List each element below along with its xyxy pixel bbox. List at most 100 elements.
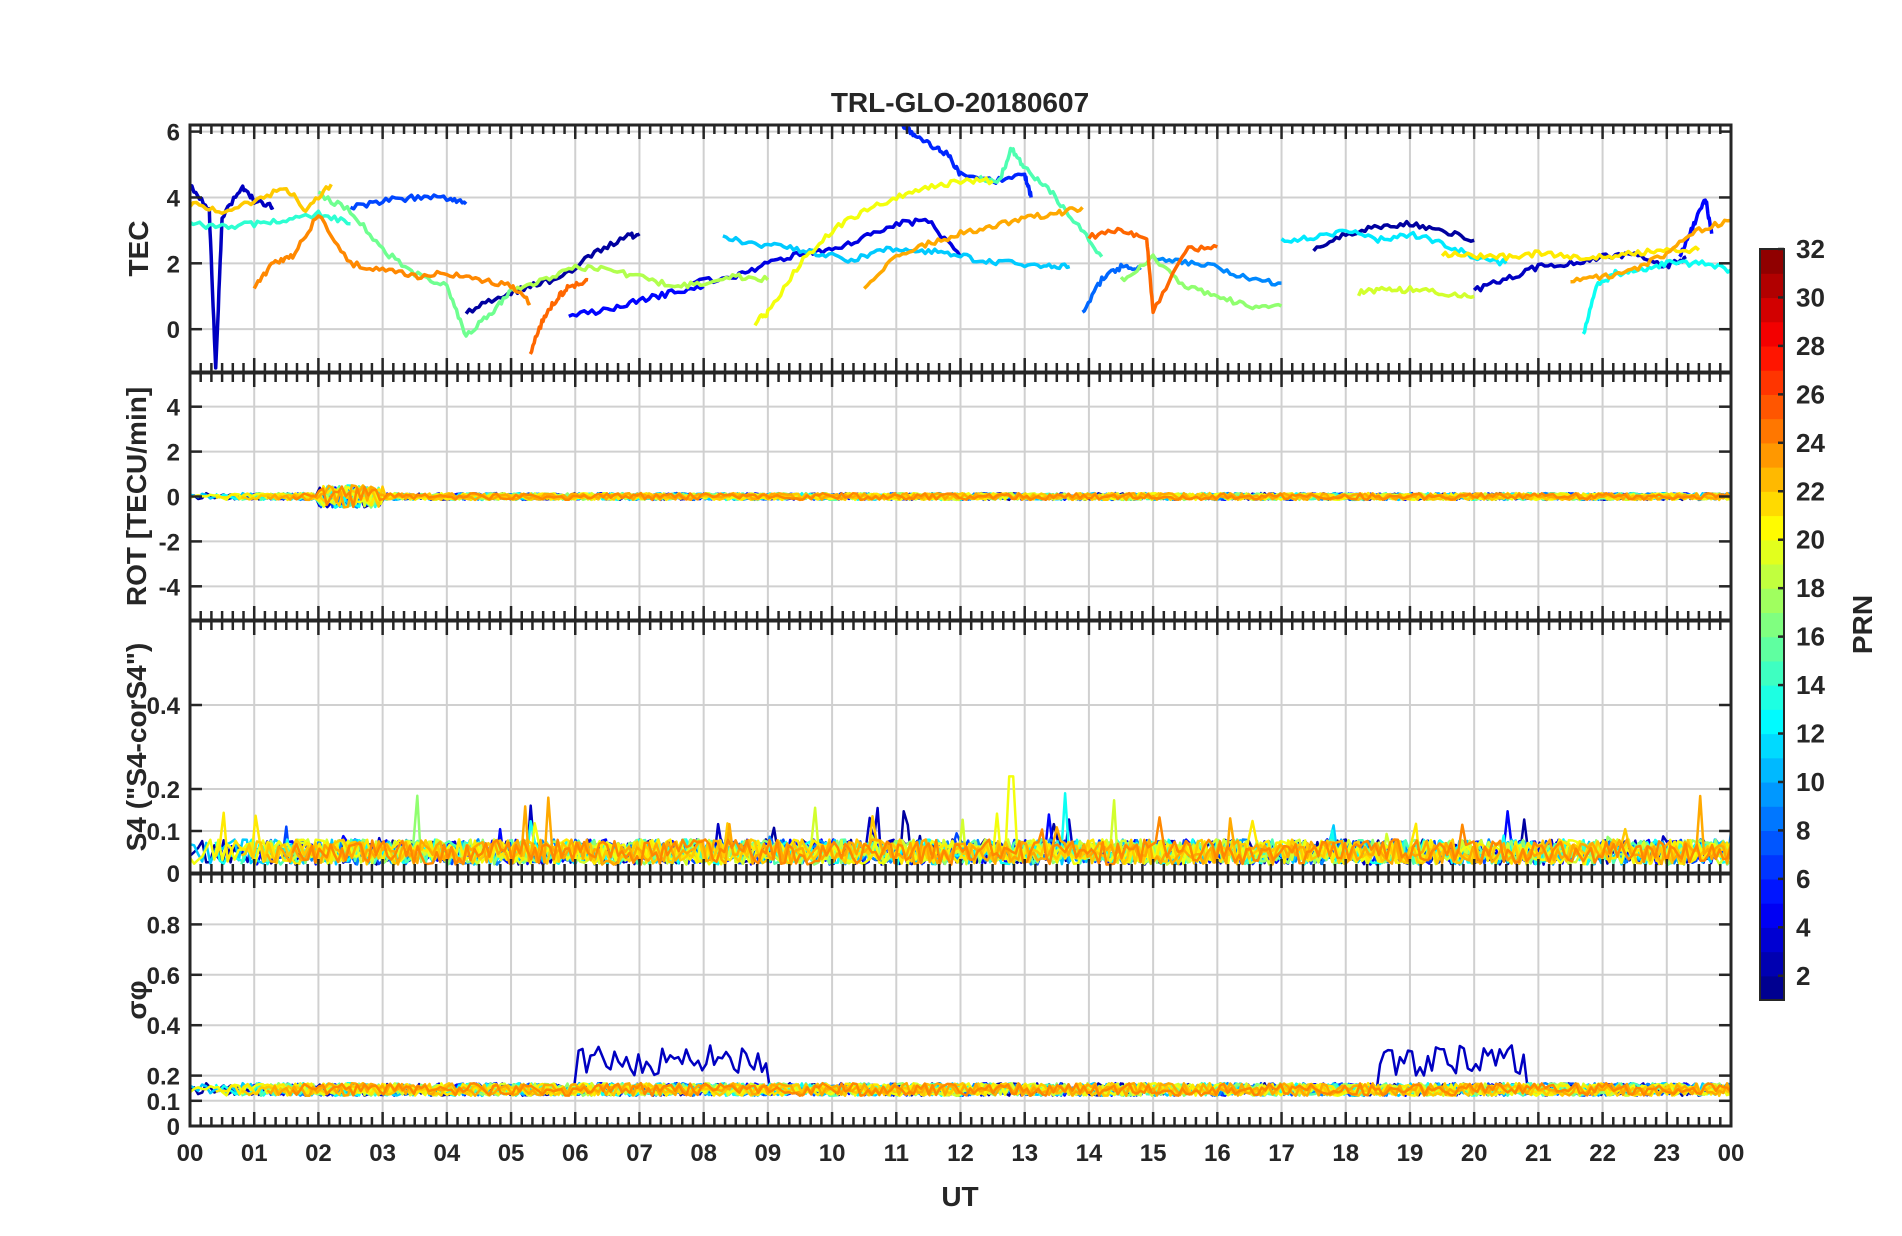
- x-tick-label: 07: [626, 1140, 653, 1167]
- tec-series: [188, 124, 1732, 370]
- sig-y-tick-label: 0.4: [147, 1013, 181, 1040]
- colorbar-tick-label: 12: [1796, 719, 1825, 749]
- x-tick-label: 01: [241, 1140, 268, 1167]
- colorbar-swatch: [1760, 563, 1784, 589]
- tec-y-tick-label: 2: [167, 251, 180, 278]
- colorbar-tick-label: 10: [1796, 767, 1825, 797]
- colorbar-tick-label: 30: [1796, 282, 1825, 312]
- rot-line-prn-24: [291, 485, 1732, 509]
- x-tick-label: 19: [1397, 1140, 1424, 1167]
- colorbar-swatch: [1760, 806, 1784, 832]
- tec-line-prn-23: [862, 206, 1084, 290]
- colorbar-swatch: [1760, 878, 1784, 904]
- sig-y-tick-label: 0.1: [147, 1089, 180, 1116]
- tec-line-prn-16: [317, 190, 513, 338]
- s4-y-tick-label: 0.4: [147, 693, 181, 720]
- x-tick-label: 23: [1653, 1140, 1680, 1167]
- s4-ylabel: S4 ("S4-corS4"): [121, 643, 152, 852]
- colorbar-swatch: [1760, 636, 1784, 662]
- rot-y-tick-label: 4: [167, 395, 181, 422]
- x-tick-label: 12: [947, 1140, 974, 1167]
- s4-y-tick-label: 0: [167, 861, 180, 888]
- colorbar-label: PRN: [1847, 595, 1878, 654]
- rot-y-tick-label: 2: [167, 440, 180, 467]
- tec-line-prn-25: [1087, 226, 1218, 315]
- x-tick-label: 10: [819, 1140, 846, 1167]
- colorbar-tick-label: 32: [1796, 234, 1825, 264]
- tec-line-prn-8: [1081, 262, 1142, 314]
- colorbar-tick-label: 8: [1796, 815, 1810, 845]
- rot-y-tick-label: 0: [167, 485, 180, 512]
- colorbar-swatch: [1760, 539, 1784, 565]
- tec-grid: [189, 125, 1732, 372]
- colorbar-swatch: [1760, 273, 1784, 299]
- x-tick-label: 03: [369, 1140, 396, 1167]
- x-tick-label: 13: [1011, 1140, 1038, 1167]
- colorbar-swatch: [1760, 345, 1784, 371]
- rot-y-tick-label: -2: [159, 529, 180, 556]
- x-tick-label: 20: [1461, 1140, 1488, 1167]
- tec-line-prn-25: [528, 277, 589, 355]
- s4-ticks: 0 0.1 0.2 0.4: [147, 621, 1733, 888]
- sig-line-prn-24: [291, 1081, 1732, 1097]
- sig-y-tick-label: 0: [167, 1114, 180, 1141]
- colorbar-swatch: [1760, 467, 1784, 492]
- colorbar-swatch: [1760, 733, 1784, 759]
- colorbar-swatch: [1760, 370, 1784, 395]
- rot-ticks: -4 -2 0 2 4: [159, 373, 1733, 620]
- s4-series: [188, 775, 1733, 866]
- colorbar-swatch: [1760, 685, 1784, 710]
- colorbar-tick-label: 16: [1796, 622, 1825, 652]
- colorbar-tick-label: 28: [1796, 331, 1825, 361]
- x-tick-label: 09: [755, 1140, 782, 1167]
- s4-line-prn-24: [291, 816, 1733, 866]
- tec-line-prn-21: [1440, 245, 1701, 262]
- tec-y-tick-label: 0: [167, 317, 180, 344]
- tec-line-prn-18: [509, 263, 770, 293]
- colorbar-tick-label: 26: [1796, 379, 1825, 409]
- tec-line-prn-4: [690, 217, 962, 286]
- x-tick-label: 17: [1268, 1140, 1295, 1167]
- colorbar-swatch: [1760, 951, 1784, 977]
- colorbar-swatch: [1760, 394, 1784, 420]
- colorbar-swatch: [1760, 660, 1784, 686]
- x-tick-labels: 00 01 02 03 04 05 06 07 08 09 10 11 12 13 14 15 16 17 18 19…: [177, 1140, 1745, 1167]
- sig-line-prn-23: [266, 1081, 1733, 1097]
- tec-line-prn-20: [753, 176, 994, 327]
- tec-line-prn-15: [978, 146, 1104, 258]
- colorbar-swatch: [1760, 903, 1784, 928]
- sig-y-tick-label: 0.8: [147, 912, 180, 939]
- x-tick-label: 00: [177, 1140, 204, 1167]
- rot-ylabel: ROT [TECU/min]: [121, 387, 152, 606]
- colorbar-swatch: [1760, 297, 1784, 323]
- colorbar-tick-label: 2: [1796, 961, 1810, 991]
- tec-line-prn-22: [188, 183, 333, 216]
- x-tick-label: 16: [1204, 1140, 1231, 1167]
- x-axis-label: UT: [941, 1181, 978, 1212]
- colorbar-swatches: [1760, 249, 1784, 1001]
- tec-line-prn-14: [189, 209, 351, 231]
- colorbar-swatch: [1760, 418, 1784, 444]
- tec-ylabel: TEC: [123, 221, 154, 277]
- x-tick-label: 15: [1140, 1140, 1167, 1167]
- sig-y-tick-label: 0.6: [147, 963, 180, 990]
- rot-series: [189, 484, 1732, 509]
- colorbar-tick-label: 22: [1796, 476, 1825, 506]
- tec-line-prn-2: [464, 231, 641, 315]
- tec-ticks: 0 2 4 6: [167, 120, 1733, 372]
- colorbar-tick-label: 4: [1796, 912, 1811, 942]
- x-tick-label: 08: [690, 1140, 717, 1167]
- sigma-phi-panel: 00.10.2 0.4 0.6 0.8 σφ: [121, 872, 1733, 1141]
- tec-line-prn-5: [1678, 198, 1714, 258]
- colorbar-swatch: [1760, 781, 1784, 807]
- colorbar-tick-label: 6: [1796, 864, 1810, 894]
- tec-line-prn-9: [1151, 254, 1282, 287]
- tec-line-prn-5: [568, 284, 705, 318]
- rot-y-tick-label: -4: [159, 574, 181, 601]
- colorbar-swatch: [1760, 975, 1784, 1001]
- sigma-phi-series: [189, 1044, 1733, 1098]
- sigma-phi-ticks: 00.10.2 0.4 0.6 0.8: [147, 874, 1733, 1141]
- s4-y-tick-label: 0.1: [147, 819, 180, 846]
- sigma-phi-ylabel: σφ: [121, 980, 152, 1019]
